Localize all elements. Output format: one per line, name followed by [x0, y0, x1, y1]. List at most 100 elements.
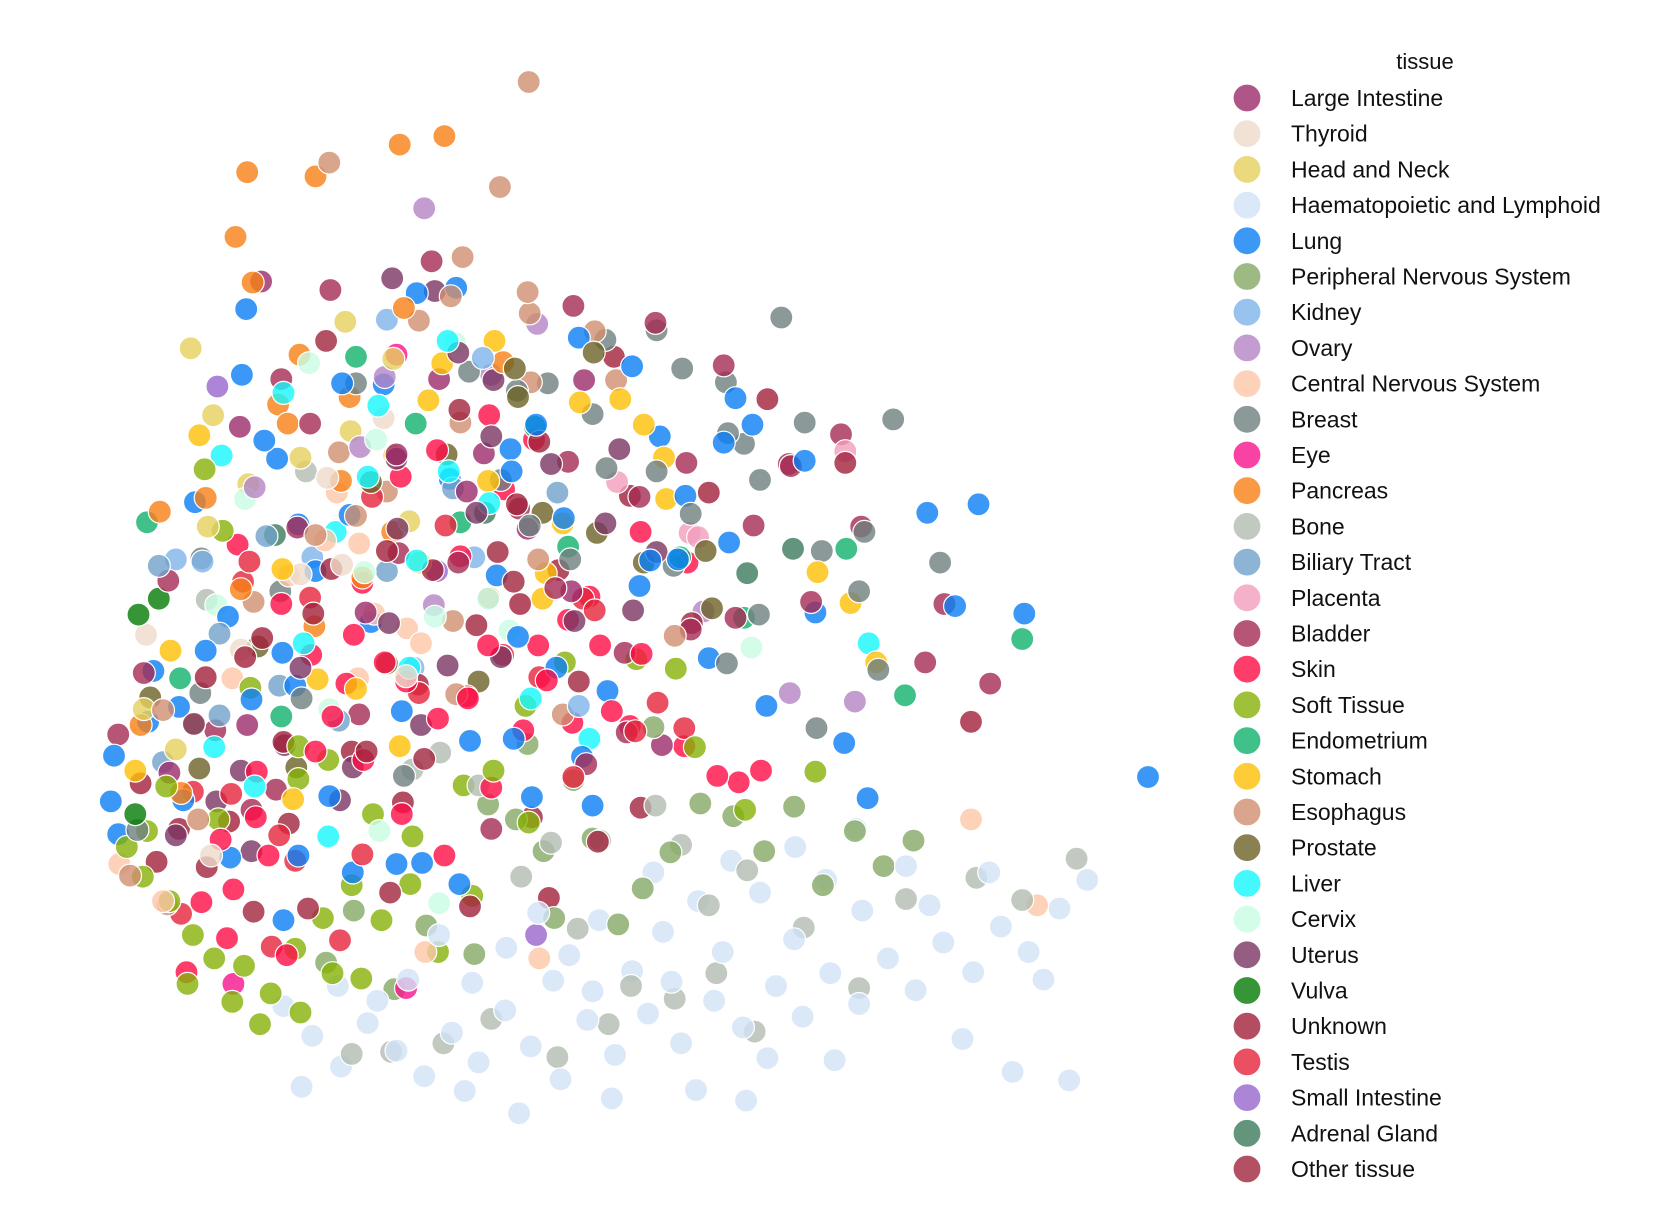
scatter-point [958, 709, 984, 734]
legend-entry: Breast [1232, 404, 1358, 434]
scatter-point [341, 622, 366, 647]
legend-label: Testis [1291, 1049, 1350, 1075]
scatter-point [209, 443, 234, 468]
scatter-point [403, 411, 428, 436]
scatter-point [316, 824, 341, 849]
scatter-point [384, 1038, 409, 1063]
legend-entry: Eye [1232, 440, 1331, 470]
scatter-point [499, 459, 524, 484]
legend-entry: Skin [1232, 654, 1336, 684]
scatter-point [214, 926, 240, 951]
scatter-point [855, 786, 880, 811]
scatter-point [515, 280, 540, 305]
scatter-point [181, 711, 206, 737]
scatter-point [117, 863, 143, 888]
scatter-point [187, 423, 212, 448]
scatter-point [699, 596, 725, 621]
legend-marker [1232, 547, 1262, 577]
scatter-point [1135, 764, 1161, 790]
scatter-point [599, 699, 624, 724]
scatter-point [608, 387, 633, 412]
legend-marker [1232, 476, 1262, 506]
legend-entry: Endometrium [1232, 725, 1428, 756]
legend-marker [1232, 297, 1262, 327]
scatter-point [527, 946, 552, 971]
scatter-point [1010, 626, 1035, 652]
scatter-point [352, 560, 377, 585]
scatter-point [131, 660, 156, 686]
scatter-point [509, 864, 534, 889]
legend-entry: Bone [1232, 511, 1345, 542]
scatter-point [150, 697, 176, 723]
legend-label: Bladder [1291, 621, 1371, 647]
scatter-point [487, 174, 512, 200]
scatter-point [330, 371, 355, 396]
legend-entry: Placenta [1232, 583, 1381, 613]
scatter-point [365, 988, 390, 1013]
legend-entry: Central Nervous System [1232, 369, 1540, 399]
scatter-point [551, 505, 576, 531]
scatter-point [381, 346, 406, 371]
scatter-point [254, 523, 279, 549]
scatter-point [476, 633, 501, 658]
scatter-point [561, 293, 586, 318]
scatter-point [781, 927, 807, 952]
scatter-point [446, 550, 471, 575]
scatter-point [623, 719, 648, 744]
legend-label: Haematopoietic and Lymphoid [1291, 192, 1601, 218]
scatter-point [457, 728, 483, 754]
scatter-point [777, 680, 802, 706]
scatter-point [558, 547, 583, 572]
legend-label: Endometrium [1291, 728, 1428, 754]
scatter-point [832, 730, 857, 756]
scatter-point [228, 577, 253, 602]
legend-entry: Other tissue [1232, 1154, 1415, 1184]
legend-entry: Haematopoietic and Lymphoid [1232, 190, 1601, 220]
scatter-point [376, 610, 402, 636]
scatter-point [201, 403, 226, 428]
scatter-point [189, 890, 214, 915]
scatter-point [627, 573, 652, 599]
scatter-point [871, 853, 896, 879]
scatter-point [391, 763, 416, 789]
legend-marker [1232, 190, 1262, 220]
legend-marker [1232, 261, 1262, 292]
scatter-point [275, 411, 300, 436]
scatter-point [548, 1067, 573, 1092]
scatter-point [435, 653, 460, 678]
legend-entry: Head and Neck [1232, 154, 1450, 184]
scatter-point [223, 224, 248, 249]
scatter-point [355, 1010, 380, 1036]
scatter-point [748, 758, 774, 783]
scatter-point [291, 631, 316, 656]
scatter-point [289, 1074, 314, 1099]
legend-marker [1232, 1011, 1262, 1041]
scatter-point [538, 451, 564, 477]
scatter-point [755, 1045, 780, 1071]
legend-marker [1232, 369, 1262, 399]
scatter-point [517, 513, 542, 538]
scatter-point [683, 1077, 709, 1103]
scatter-point [464, 613, 489, 638]
scatter-point [881, 407, 906, 432]
scatter-point [875, 946, 901, 971]
scatter-point [339, 1041, 364, 1067]
scatter-point [229, 362, 254, 387]
scatter-point [668, 1031, 694, 1056]
scatter-point [227, 414, 252, 439]
scatter-point [670, 356, 695, 381]
scatter-point [714, 651, 740, 676]
scatter-point [798, 589, 824, 615]
scatter-point [711, 430, 736, 455]
scatter-point [150, 888, 176, 914]
scatter-point [1031, 967, 1056, 992]
scatter-point [566, 669, 591, 694]
legend-marker [1232, 797, 1262, 827]
scatter-point [526, 547, 551, 572]
scatter-point [1010, 887, 1035, 913]
scatter-point [580, 793, 605, 818]
legend-entry: Prostate [1232, 833, 1377, 863]
scatter-point [347, 531, 372, 556]
legend-marker [1232, 618, 1262, 649]
